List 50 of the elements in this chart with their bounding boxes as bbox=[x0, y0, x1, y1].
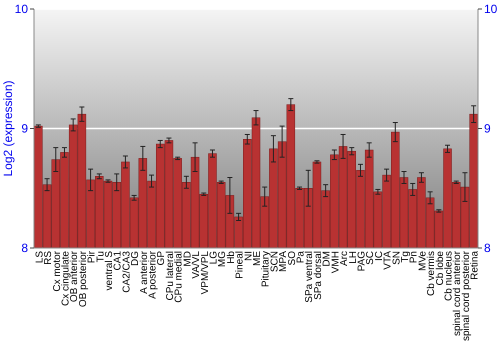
x-tick-label: GP bbox=[156, 250, 168, 266]
x-tick-label: A anterior bbox=[138, 250, 150, 294]
y-tick-label: 8 bbox=[21, 241, 28, 256]
x-tick-label: SO bbox=[286, 250, 298, 266]
x-tick-label: Hb bbox=[226, 250, 237, 264]
x-tick-label: Cx cingulate bbox=[60, 250, 72, 306]
x-tick-label: Arc bbox=[339, 251, 350, 266]
y-tick-label: 10 bbox=[14, 2, 28, 16]
x-tick-label: Pineal bbox=[234, 251, 246, 279]
x-tick-label: spinal cord anterior bbox=[452, 250, 464, 336]
y-tick-label: 9 bbox=[21, 122, 28, 136]
x-tick-label: CPu medial bbox=[174, 251, 185, 303]
x-tick-label: Retina bbox=[470, 250, 481, 280]
x-tick-label: MPA bbox=[278, 250, 290, 272]
y2-tick-label: 10 bbox=[484, 2, 498, 16]
x-tick-label: A posterior bbox=[148, 250, 159, 299]
x-tick-label: SPa dorsal bbox=[312, 251, 324, 300]
y-axis-title: Log2 (expression) bbox=[1, 80, 15, 177]
x-tick-label: ventral S bbox=[104, 250, 115, 290]
x-tick-label: VTA bbox=[382, 250, 394, 270]
x-tick-label: SC bbox=[365, 251, 376, 265]
x-tick-label: MVe bbox=[417, 250, 428, 272]
x-tick-label: PAG bbox=[356, 250, 368, 272]
x-tick-label: LS bbox=[34, 250, 46, 264]
x-tick-label: OB posterior bbox=[78, 250, 89, 308]
x-tick-label: VMH bbox=[330, 251, 342, 274]
x-tick-label: CPu lateral bbox=[164, 251, 176, 300]
y2-tick-label: 8 bbox=[484, 241, 491, 256]
x-tick-label: VPM/VPL bbox=[200, 250, 211, 294]
x-tick-label: LH bbox=[348, 251, 359, 264]
x-tick-label: DG bbox=[130, 250, 142, 266]
x-tick-label: Tg bbox=[400, 251, 411, 263]
x-tick-label: DM bbox=[322, 251, 333, 267]
x-tick-label: Pn bbox=[408, 251, 420, 264]
x-tick-label: OB anterior bbox=[69, 250, 80, 302]
x-tick-label: Cb lobe bbox=[434, 250, 446, 286]
x-tick-label: LG bbox=[208, 250, 220, 264]
x-tick-label: CA1 bbox=[112, 250, 124, 270]
x-tick-label: Tu bbox=[95, 251, 106, 262]
x-tick-label: Pituitary bbox=[260, 251, 272, 288]
y2-tick-label: 9 bbox=[484, 122, 491, 136]
x-tick-label: Pir bbox=[86, 250, 98, 264]
x-tick-label: SN bbox=[391, 251, 402, 265]
x-tick-label: CA2/CA3 bbox=[121, 250, 132, 293]
x-tick-label: SCN bbox=[269, 251, 280, 272]
x-tick-label: IC bbox=[374, 251, 385, 261]
x-tick-label: NI bbox=[243, 251, 254, 261]
x-tick-label: ME bbox=[252, 250, 263, 266]
x-tick-label: RS bbox=[43, 250, 54, 265]
x-tick-label: spinal cord posterior bbox=[460, 250, 472, 342]
